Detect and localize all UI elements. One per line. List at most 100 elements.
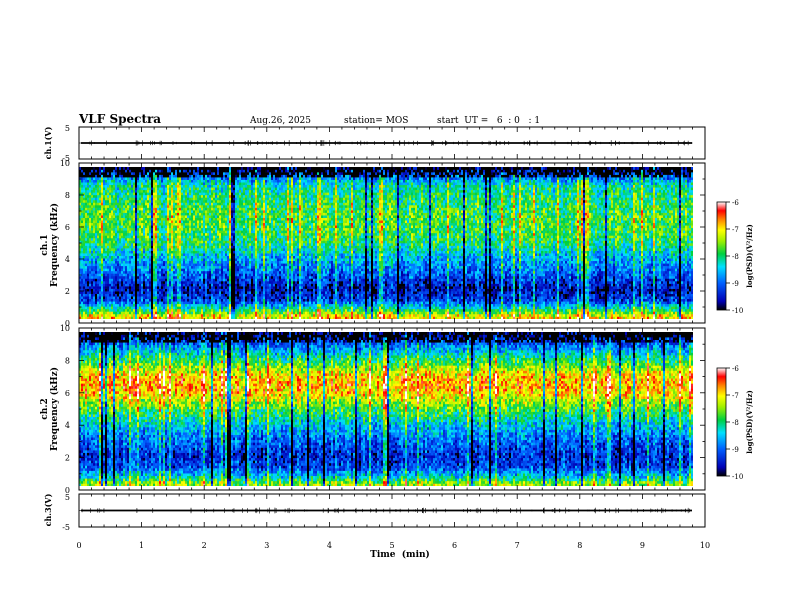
spectrogram-cell [165, 270, 168, 274]
spectrogram-cell [121, 273, 124, 277]
spectrogram-cell [149, 182, 152, 186]
spectrogram-cell [155, 311, 158, 315]
spectrogram-cell [133, 207, 136, 211]
spectrogram-cell [193, 250, 196, 254]
spectrogram-cell [115, 227, 118, 231]
spectrogram-cell [89, 240, 92, 244]
spectrogram-cell [153, 243, 156, 246]
spectrogram-cell [79, 199, 82, 203]
spectrogram-cell [167, 177, 170, 180]
spectrogram-cell [115, 301, 118, 305]
spectrogram-cell [215, 286, 218, 289]
spectrogram-cell [207, 187, 210, 191]
spectrogram-cell [155, 197, 158, 201]
spectrogram-cell [83, 311, 86, 315]
spectrogram-cell [157, 240, 160, 244]
spectrogram-cell [163, 258, 166, 262]
spectrogram-cell [233, 313, 236, 317]
spectrogram-cell [211, 263, 214, 267]
spectrogram-cell [189, 179, 192, 183]
spectrogram-cell [235, 235, 238, 239]
spectrogram-cell [141, 235, 144, 239]
spectrogram-cell [117, 194, 120, 198]
spectrogram-cell [187, 270, 190, 274]
spectrogram-cell [113, 227, 116, 231]
spectrogram-cell [137, 316, 140, 319]
spectrogram-cell [225, 260, 228, 267]
spectrogram-cell [127, 281, 130, 284]
spectrogram-cell [171, 202, 174, 206]
spectrogram-cell [109, 194, 112, 198]
spectrogram-cell [171, 286, 174, 289]
spectrogram-cell [119, 311, 122, 315]
spectrogram-cell [141, 199, 144, 203]
spectrogram-cell [223, 220, 226, 224]
spectrogram-cell [237, 311, 240, 315]
spectrogram-cell [239, 283, 242, 287]
spectrogram-cell [145, 268, 148, 272]
spectrogram-cell [135, 240, 138, 244]
spectrogram-cell [161, 270, 164, 274]
spectrogram-cell [175, 182, 178, 186]
spectrogram-cell [147, 220, 150, 224]
spectrogram-cell [211, 286, 214, 289]
spectrogram-cell [171, 260, 174, 264]
spectrogram-cell [207, 177, 210, 180]
spectrogram-cell [179, 301, 182, 305]
spectrogram-cell [121, 174, 124, 178]
spectrogram-cell [235, 268, 238, 272]
spectrogram-cell [139, 311, 142, 315]
spectrogram-cell [185, 243, 188, 246]
spectrogram-cell [115, 255, 118, 259]
spectrogram-cell [143, 167, 146, 170]
spectrogram-cell [201, 230, 204, 234]
spectrogram-cell [189, 250, 192, 254]
spectrogram-cell [107, 197, 110, 201]
spectrogram-cell [83, 227, 86, 231]
spectrogram-cell [237, 167, 240, 170]
spectrogram-cell [185, 225, 188, 229]
spectrogram-cell [219, 189, 222, 193]
spectrogram-cell [195, 286, 198, 289]
spectrogram-cell [137, 207, 140, 211]
spectrogram-cell [121, 202, 124, 206]
spectrogram-cell [95, 258, 98, 262]
spectrogram-cell [91, 227, 94, 231]
spectrogram-cell [111, 240, 114, 244]
spectrogram-cell [187, 199, 190, 203]
spectrogram-cell [229, 215, 232, 218]
spectrogram-cell [99, 313, 102, 317]
spectrogram-cell [119, 167, 122, 170]
spectrogram-cell [235, 184, 238, 188]
spectrogram-cell [219, 265, 222, 269]
spectrogram-cell [239, 293, 242, 297]
spectrogram-cell [213, 270, 216, 274]
spectrogram-cell [137, 273, 140, 277]
spectrogram-cell [135, 207, 138, 211]
spectrogram-cell [187, 187, 190, 191]
spectrogram-cell [203, 275, 206, 279]
spectrogram-cell [143, 189, 146, 193]
spectrogram-cell [85, 265, 88, 269]
spectrogram-cell [233, 260, 236, 310]
spectrogram-cell [123, 293, 126, 297]
spectrogram-cell [83, 172, 86, 175]
spectrogram-cell [163, 225, 166, 229]
spectrogram-cell [83, 184, 86, 188]
spectrogram-cell [97, 237, 100, 241]
spectrogram-cell [239, 298, 242, 302]
spectrogram-cell [81, 288, 84, 292]
spectrogram-cell [133, 189, 136, 193]
spectrogram-cell [129, 225, 132, 229]
spectrogram-cell [209, 217, 212, 221]
spectrogram-cell [219, 263, 222, 267]
spectrogram-cell [173, 298, 176, 302]
spectrogram-cell [147, 270, 150, 274]
spectrogram-cell [109, 210, 112, 213]
spectrogram-cell [91, 301, 94, 305]
spectrogram-cell [135, 205, 138, 208]
spectrogram-cell [157, 225, 160, 229]
spectrogram-cell [195, 217, 198, 221]
spectrogram-cell [131, 235, 134, 239]
spectrogram-cell [177, 189, 180, 193]
